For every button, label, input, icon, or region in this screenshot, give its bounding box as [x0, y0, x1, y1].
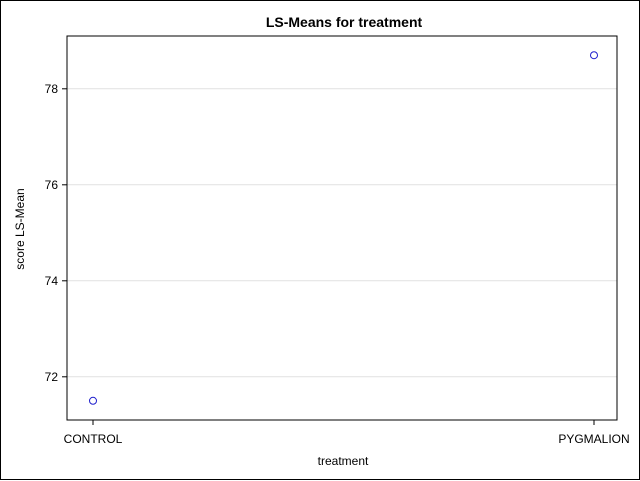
x-tick-label: CONTROL [64, 432, 123, 446]
y-axis-ticks: 72 74 76 78 [45, 82, 67, 384]
data-point-control [89, 396, 97, 405]
y-tick-label: 74 [45, 274, 59, 288]
y-tick-label: 78 [45, 82, 59, 96]
y-tick-label: 76 [45, 178, 59, 192]
x-tick-label: PYGMALION [558, 432, 629, 446]
x-axis-label: treatment [318, 454, 369, 468]
y-tick-label: 72 [45, 370, 59, 384]
data-points [89, 51, 598, 405]
x-axis-ticks: CONTROL PYGMALION [64, 420, 630, 446]
gridlines [67, 88, 617, 378]
chart-title: LS-Means for treatment [266, 14, 423, 30]
plot-area [66, 35, 618, 421]
data-point-pygmalion [590, 51, 598, 60]
y-axis-label: score LS-Mean [13, 188, 27, 269]
